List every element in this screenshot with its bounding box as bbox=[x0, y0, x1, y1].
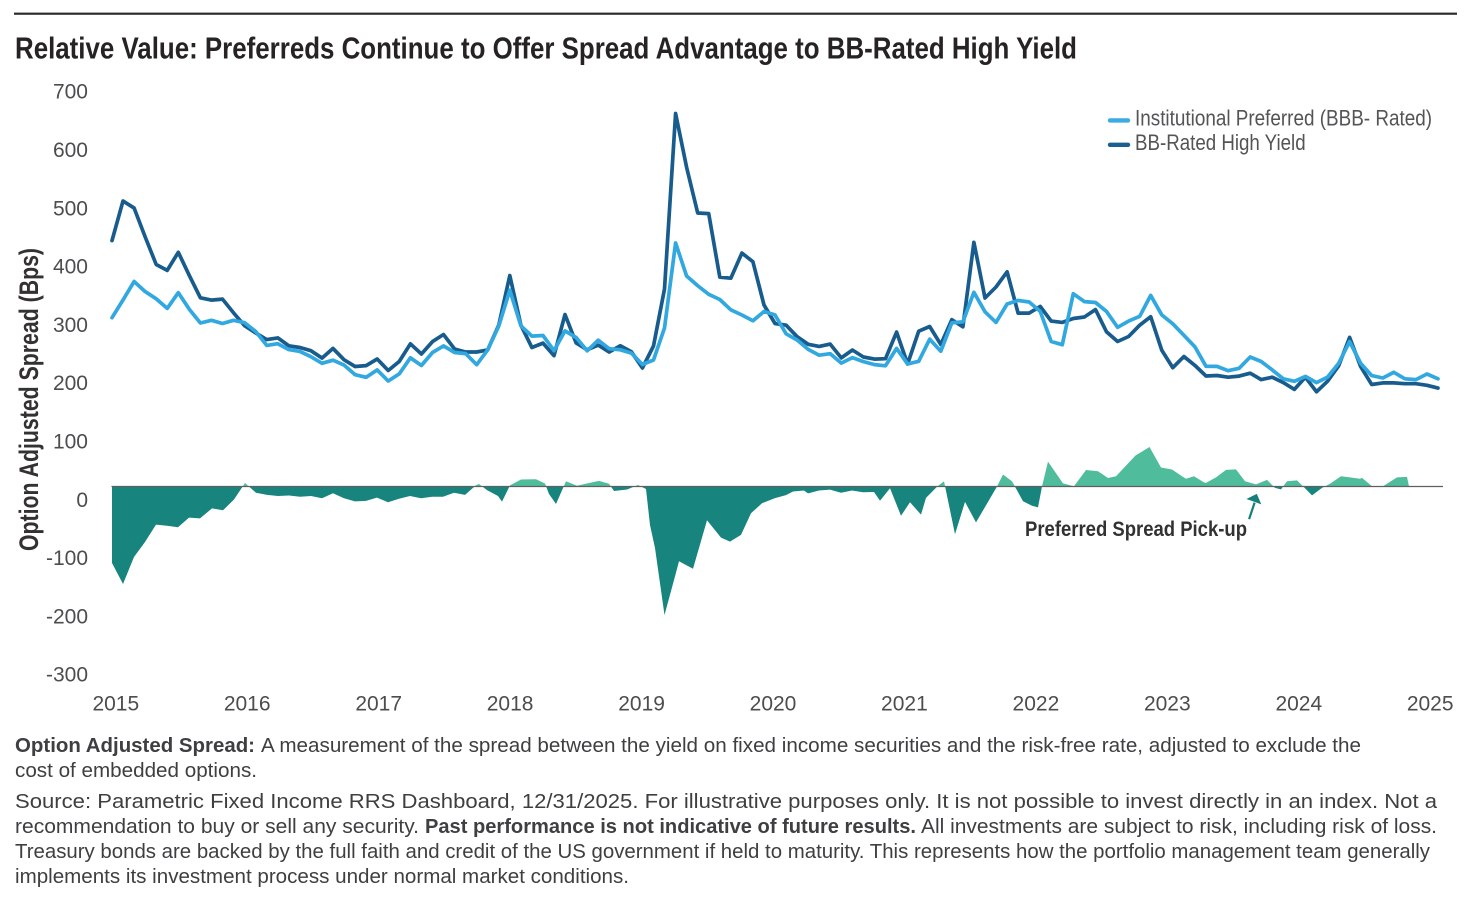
svg-text:2015: 2015 bbox=[92, 693, 139, 716]
svg-text:2025: 2025 bbox=[1407, 693, 1454, 716]
svg-text:2018: 2018 bbox=[487, 693, 534, 716]
svg-text:Preferred Spread Pick-up: Preferred Spread Pick-up bbox=[1025, 518, 1247, 541]
svg-text:cost of embedded options.: cost of embedded options. bbox=[15, 760, 257, 782]
svg-text:-100: -100 bbox=[46, 547, 88, 570]
svg-text:Relative Value: Preferreds Con: Relative Value: Preferreds Continue to O… bbox=[15, 32, 1077, 66]
svg-text:2019: 2019 bbox=[618, 693, 665, 716]
svg-text:-300: -300 bbox=[46, 664, 88, 687]
svg-text:2022: 2022 bbox=[1013, 693, 1060, 716]
svg-text:2021: 2021 bbox=[881, 693, 928, 716]
svg-text:-200: -200 bbox=[46, 605, 88, 628]
svg-text:Institutional Preferred (BBB-: Institutional Preferred (BBB- Rated) bbox=[1135, 105, 1432, 130]
svg-text:400: 400 bbox=[53, 256, 88, 279]
svg-text:2016: 2016 bbox=[224, 693, 271, 716]
svg-text:600: 600 bbox=[53, 139, 88, 162]
svg-text:Option Adjusted Spread (Bps): Option Adjusted Spread (Bps) bbox=[14, 248, 44, 551]
svg-text:2020: 2020 bbox=[750, 693, 797, 716]
svg-text:200: 200 bbox=[53, 372, 88, 395]
svg-text:300: 300 bbox=[53, 314, 88, 337]
svg-text:Past performance is not indica: Past performance is not indicative of fu… bbox=[425, 816, 916, 838]
svg-text:Source: Parametric Fixed Incom: Source: Parametric Fixed Income RRS Dash… bbox=[15, 791, 1438, 813]
svg-text:All investments are subject to: All investments are subject to risk, inc… bbox=[921, 816, 1437, 838]
svg-text:2023: 2023 bbox=[1144, 693, 1191, 716]
svg-text:Treasury bonds are backed by t: Treasury bonds are backed by the full fa… bbox=[15, 841, 1430, 863]
svg-text:500: 500 bbox=[53, 197, 88, 220]
svg-text:Option Adjusted Spread:: Option Adjusted Spread: bbox=[15, 735, 255, 757]
svg-text:implements its investment proc: implements its investment process under … bbox=[15, 866, 629, 888]
svg-text:BB-Rated High Yield: BB-Rated High Yield bbox=[1135, 130, 1306, 155]
svg-text:A measurement of the spread be: A measurement of the spread between the … bbox=[261, 735, 1361, 757]
svg-text:700: 700 bbox=[53, 81, 88, 104]
svg-text:recommendation to buy or sell: recommendation to buy or sell any securi… bbox=[15, 816, 419, 838]
svg-text:0: 0 bbox=[76, 489, 88, 512]
svg-text:2024: 2024 bbox=[1275, 693, 1322, 716]
svg-text:2017: 2017 bbox=[355, 693, 402, 716]
svg-text:100: 100 bbox=[53, 431, 88, 454]
